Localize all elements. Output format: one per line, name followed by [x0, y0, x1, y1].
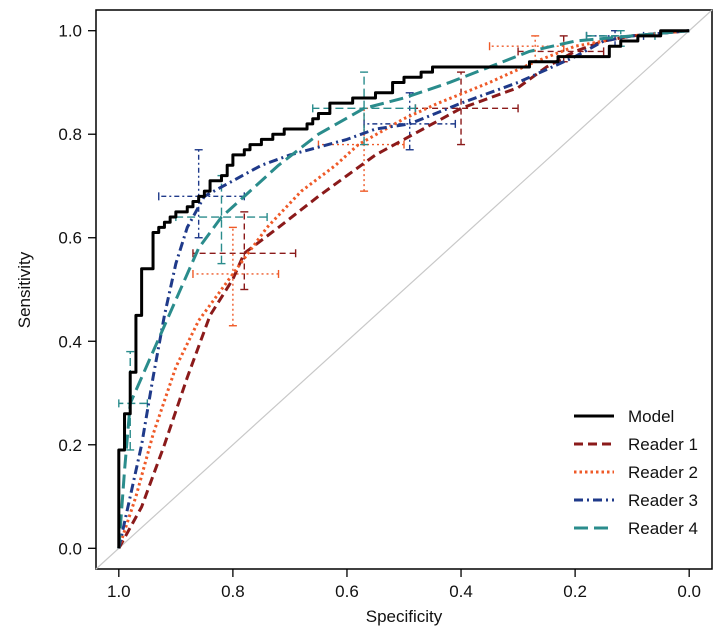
series-line-reader-4	[117, 29, 690, 549]
y-tick-label: 0.8	[58, 125, 82, 144]
y-tick-label: 0.4	[58, 332, 82, 351]
x-tick-label: 0.4	[449, 582, 473, 601]
ci-cross-reader-2-0	[192, 226, 280, 327]
ci-cross-reader-3-1	[363, 92, 457, 151]
ci-cross-reader-1-1	[414, 71, 519, 146]
x-tick-label: 0.0	[677, 582, 701, 601]
y-tick-label: 0.2	[58, 436, 82, 455]
y-tick-label: 0.0	[58, 539, 82, 558]
y-tick-label: 1.0	[58, 22, 82, 41]
series-layer	[117, 29, 690, 550]
x-tick-label: 0.6	[335, 582, 359, 601]
legend: Model Reader 1 Reader 2 Reader 3 Reader …	[574, 407, 698, 538]
y-axis-title: Sensitivity	[15, 251, 34, 328]
series-line-reader-2	[117, 29, 690, 549]
x-tick-label: 1.0	[107, 582, 131, 601]
ci-cross-reader-2-2	[488, 35, 565, 63]
ci-cross-reader-1-0	[192, 211, 297, 291]
x-tick-label: 0.2	[563, 582, 587, 601]
legend-label-reader-1: Reader 1	[628, 435, 698, 454]
series-line-reader-3	[117, 29, 690, 549]
legend-label-model: Model	[628, 407, 674, 426]
y-tick-label: 0.6	[58, 229, 82, 248]
series-line-model	[117, 29, 690, 549]
diagonal-reference-line	[95, 9, 713, 570]
axes: 1.0 0.8 0.6 0.4 0.2 0.0 0.0 0.2 0.4 0.6 0.8 1.0	[58, 22, 701, 601]
ci-cross-reader-2-1	[317, 107, 405, 192]
legend-label-reader-2: Reader 2	[628, 463, 698, 482]
x-axis-title: Specificity	[366, 607, 443, 626]
plot-frame	[95, 9, 713, 570]
x-tick-label: 0.8	[221, 582, 245, 601]
legend-label-reader-3: Reader 3	[628, 491, 698, 510]
reference-layer	[95, 9, 713, 570]
legend-label-reader-4: Reader 4	[628, 519, 698, 538]
ci-cross-reader-4-1	[175, 174, 268, 265]
